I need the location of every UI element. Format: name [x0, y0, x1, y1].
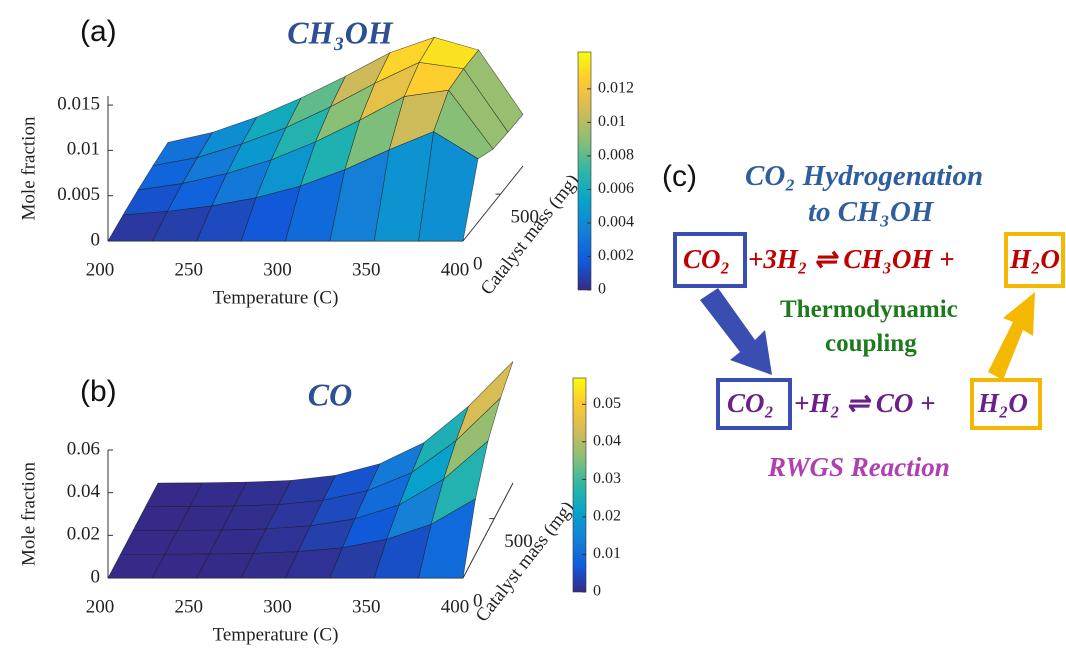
z-axis-label: Mole fraction: [18, 462, 39, 566]
x-axis-label: Temperature (C): [213, 624, 339, 645]
colorbar-tick-label: 0.04: [593, 432, 621, 449]
diagram-title: CO₂ Hydrogenation: [745, 160, 984, 192]
species: H₂O: [978, 388, 1028, 418]
z-tick-label: 0: [91, 229, 101, 250]
y-tick-label: 500: [511, 206, 540, 227]
diagram-title: to CH₃OH: [808, 196, 934, 228]
colorbar-tick-label: 0.002: [598, 247, 634, 264]
colorbar-tick-label: 0.008: [598, 147, 634, 164]
x-tick-label: 300: [263, 259, 292, 280]
z-tick-label: 0.005: [57, 184, 100, 205]
z-tick-label: 0.04: [67, 481, 101, 502]
z-tick-label: 0.02: [67, 524, 100, 545]
colorbar-tick-label: 0: [593, 583, 601, 600]
caption: RWGS Reaction: [768, 452, 950, 482]
chart-title: CH₃OH: [287, 14, 394, 50]
x-tick-label: 200: [86, 596, 115, 617]
y-axis: [462, 482, 514, 579]
y-tick-label: 0: [473, 253, 483, 274]
colorbar-tick-label: 0.004: [598, 214, 634, 231]
surface-patch: [418, 498, 476, 579]
x-tick-label: 200: [86, 259, 115, 280]
colorbar-tick-label: 0.01: [598, 113, 626, 130]
colorbar: [577, 51, 592, 291]
colorbar-tick-label: 0.012: [598, 80, 634, 97]
z-tick-label: 0.015: [57, 93, 100, 114]
z-axis-label: Mole fraction: [18, 116, 39, 220]
colorbar-tick-label: 0.02: [593, 508, 621, 525]
y-axis-label: Catalyst mass (mg): [477, 171, 584, 300]
species: CO₂: [727, 388, 774, 418]
species: H₂O: [1010, 244, 1060, 274]
y-tick-label: 500: [504, 531, 533, 552]
colorbar-tick-label: 0: [598, 281, 606, 298]
coupling-label: coupling: [825, 330, 917, 357]
arrow: [700, 288, 772, 375]
x-tick-label: 400: [441, 259, 470, 280]
z-tick-label: 0.01: [67, 139, 100, 160]
reaction: +3H₂ ⇌ CH₃OH +: [748, 244, 955, 274]
coupling-label: Thermodynamic: [780, 296, 958, 323]
reaction: +H₂ ⇌ CO +: [794, 388, 936, 418]
panel-label: (a): [80, 15, 117, 48]
surface-patch: [418, 131, 479, 242]
x-tick-label: 400: [441, 596, 470, 617]
z-tick-label: 0: [91, 566, 101, 587]
x-tick-label: 250: [175, 259, 204, 280]
x-tick-label: 350: [352, 259, 381, 280]
colorbar-tick-label: 0.03: [593, 470, 621, 487]
x-tick-label: 250: [175, 596, 204, 617]
x-tick-label: 300: [263, 596, 292, 617]
colorbar-tick-label: 0.01: [593, 545, 621, 562]
z-tick-label: 0.06: [67, 438, 100, 459]
x-axis-label: Temperature (C): [213, 287, 339, 308]
chart-title: CO: [308, 376, 352, 412]
panel-label: (c): [662, 160, 697, 193]
y-axis: [462, 165, 524, 242]
species: CO₂: [683, 244, 730, 274]
panel-label: (b): [80, 375, 117, 408]
arrow: [988, 292, 1035, 380]
colorbar-tick-label: 0.05: [593, 395, 621, 412]
colorbar-tick-label: 0.006: [598, 180, 634, 197]
colorbar: [572, 377, 587, 593]
y-tick-label: 0: [473, 590, 483, 611]
x-tick-label: 350: [352, 596, 381, 617]
y-axis-label: Catalyst mass (mg): [472, 498, 579, 627]
